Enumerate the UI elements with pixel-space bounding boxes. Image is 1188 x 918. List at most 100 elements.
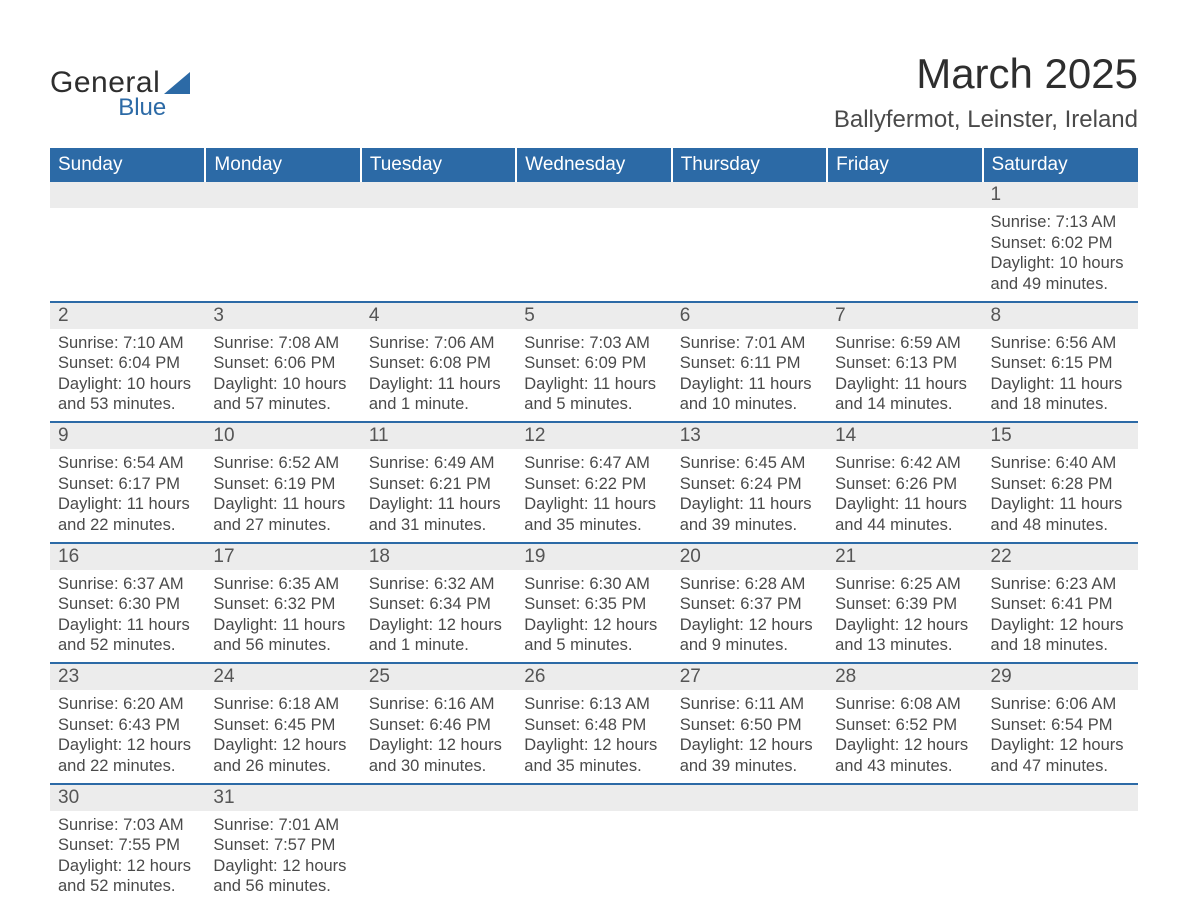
brand-text: General Blue xyxy=(50,68,160,120)
day-daylight-line2: and 18 minutes. xyxy=(991,394,1130,415)
day-number: 18 xyxy=(361,543,516,570)
day-daylight-line1: Daylight: 12 hours xyxy=(835,735,974,756)
day-details: Sunrise: 6:42 AMSunset: 6:26 PMDaylight:… xyxy=(827,449,982,543)
calendar-header: Sunday Monday Tuesday Wednesday Thursday… xyxy=(50,148,1138,182)
day-sunset: Sunset: 6:04 PM xyxy=(58,353,197,374)
day-sunrise: Sunrise: 6:35 AM xyxy=(213,574,352,595)
day-sunrise: Sunrise: 7:06 AM xyxy=(369,333,508,354)
day-sunset: Sunset: 6:17 PM xyxy=(58,474,197,495)
day-number xyxy=(516,182,671,208)
day-daylight-line2: and 35 minutes. xyxy=(524,756,663,777)
day-sunrise: Sunrise: 6:08 AM xyxy=(835,694,974,715)
day-daylight-line2: and 49 minutes. xyxy=(991,274,1130,295)
day-daylight-line1: Daylight: 11 hours xyxy=(835,374,974,395)
day-daylight-line2: and 57 minutes. xyxy=(213,394,352,415)
day-details: Sunrise: 6:30 AMSunset: 6:35 PMDaylight:… xyxy=(516,570,671,664)
day-details: Sunrise: 6:16 AMSunset: 6:46 PMDaylight:… xyxy=(361,690,516,784)
day-daylight-line1: Daylight: 12 hours xyxy=(369,615,508,636)
day-daylight-line2: and 39 minutes. xyxy=(680,515,819,536)
day-details: Sunrise: 6:52 AMSunset: 6:19 PMDaylight:… xyxy=(205,449,360,543)
day-sunset: Sunset: 6:06 PM xyxy=(213,353,352,374)
day-sunrise: Sunrise: 6:28 AM xyxy=(680,574,819,595)
day-number: 21 xyxy=(827,543,982,570)
day-sunrise: Sunrise: 6:25 AM xyxy=(835,574,974,595)
day-sunset: Sunset: 6:54 PM xyxy=(991,715,1130,736)
dayheader-sun: Sunday xyxy=(50,148,205,182)
day-sunset: Sunset: 6:34 PM xyxy=(369,594,508,615)
day-details xyxy=(516,811,671,904)
day-sunrise: Sunrise: 7:03 AM xyxy=(58,815,197,836)
day-details xyxy=(516,208,671,302)
week-daynum-row: 1 xyxy=(50,182,1138,208)
brand-word-2: Blue xyxy=(118,96,166,120)
day-details: Sunrise: 6:54 AMSunset: 6:17 PMDaylight:… xyxy=(50,449,205,543)
week-daynum-row: 3031 xyxy=(50,784,1138,811)
day-details: Sunrise: 6:25 AMSunset: 6:39 PMDaylight:… xyxy=(827,570,982,664)
day-daylight-line1: Daylight: 12 hours xyxy=(213,735,352,756)
day-daylight-line2: and 5 minutes. xyxy=(524,635,663,656)
day-sunrise: Sunrise: 6:32 AM xyxy=(369,574,508,595)
day-sunrise: Sunrise: 6:40 AM xyxy=(991,453,1130,474)
day-details: Sunrise: 7:13 AMSunset: 6:02 PMDaylight:… xyxy=(983,208,1138,302)
day-sunrise: Sunrise: 6:59 AM xyxy=(835,333,974,354)
day-daylight-line1: Daylight: 10 hours xyxy=(58,374,197,395)
day-daylight-line2: and 5 minutes. xyxy=(524,394,663,415)
day-details: Sunrise: 6:45 AMSunset: 6:24 PMDaylight:… xyxy=(672,449,827,543)
day-daylight-line2: and 35 minutes. xyxy=(524,515,663,536)
day-sunset: Sunset: 6:02 PM xyxy=(991,233,1130,254)
day-sunrise: Sunrise: 7:03 AM xyxy=(524,333,663,354)
day-number: 16 xyxy=(50,543,205,570)
day-details xyxy=(827,811,982,904)
day-sunset: Sunset: 6:32 PM xyxy=(213,594,352,615)
day-daylight-line1: Daylight: 12 hours xyxy=(58,735,197,756)
day-details xyxy=(205,208,360,302)
day-details: Sunrise: 7:06 AMSunset: 6:08 PMDaylight:… xyxy=(361,329,516,423)
day-daylight-line1: Daylight: 11 hours xyxy=(369,494,508,515)
day-number xyxy=(361,182,516,208)
day-daylight-line2: and 52 minutes. xyxy=(58,635,197,656)
day-details xyxy=(672,811,827,904)
day-details: Sunrise: 6:28 AMSunset: 6:37 PMDaylight:… xyxy=(672,570,827,664)
day-details: Sunrise: 6:35 AMSunset: 6:32 PMDaylight:… xyxy=(205,570,360,664)
day-details: Sunrise: 6:49 AMSunset: 6:21 PMDaylight:… xyxy=(361,449,516,543)
day-daylight-line1: Daylight: 10 hours xyxy=(991,253,1130,274)
day-sunset: Sunset: 6:24 PM xyxy=(680,474,819,495)
day-daylight-line1: Daylight: 11 hours xyxy=(680,494,819,515)
day-sunrise: Sunrise: 6:52 AM xyxy=(213,453,352,474)
dayheader-wed: Wednesday xyxy=(516,148,671,182)
dayheader-sat: Saturday xyxy=(983,148,1138,182)
day-number: 9 xyxy=(50,422,205,449)
day-number xyxy=(827,784,982,811)
calendar-body: 1Sunrise: 7:13 AMSunset: 6:02 PMDaylight… xyxy=(50,182,1138,903)
dayheader-mon: Monday xyxy=(205,148,360,182)
day-sunset: Sunset: 6:50 PM xyxy=(680,715,819,736)
day-sunset: Sunset: 6:09 PM xyxy=(524,353,663,374)
day-sunset: Sunset: 6:15 PM xyxy=(991,353,1130,374)
day-daylight-line2: and 26 minutes. xyxy=(213,756,352,777)
day-sunrise: Sunrise: 6:37 AM xyxy=(58,574,197,595)
week-daynum-row: 2345678 xyxy=(50,302,1138,329)
day-daylight-line1: Daylight: 12 hours xyxy=(524,615,663,636)
day-number xyxy=(672,784,827,811)
day-details xyxy=(50,208,205,302)
day-daylight-line1: Daylight: 12 hours xyxy=(680,615,819,636)
day-sunset: Sunset: 6:22 PM xyxy=(524,474,663,495)
week-details-row: Sunrise: 6:37 AMSunset: 6:30 PM Daylight:… xyxy=(50,570,1138,664)
day-daylight-line1: Daylight: 11 hours xyxy=(524,374,663,395)
day-daylight-line1: Daylight: 12 hours xyxy=(680,735,819,756)
location-subtitle: Ballyfermot, Leinster, Ireland xyxy=(834,106,1138,134)
day-daylight-line1: Daylight: 11 hours xyxy=(991,374,1130,395)
day-sunrise: Sunrise: 6:11 AM xyxy=(680,694,819,715)
day-daylight-line2: and 52 minutes. xyxy=(58,876,197,897)
day-sunset: Sunset: 6:30 PM xyxy=(58,594,197,615)
day-details: Sunrise: 7:01 AMSunset: 6:11 PMDaylight:… xyxy=(672,329,827,423)
day-daylight-line2: and 31 minutes. xyxy=(369,515,508,536)
day-sunset: Sunset: 7:57 PM xyxy=(213,835,352,856)
day-daylight-line2: and 1 minute. xyxy=(369,394,508,415)
day-sunset: Sunset: 6:46 PM xyxy=(369,715,508,736)
day-sunrise: Sunrise: 6:49 AM xyxy=(369,453,508,474)
week-details-row: Sunrise: 6:54 AMSunset: 6:17 PMDaylight:… xyxy=(50,449,1138,543)
day-daylight-line2: and 1 minute. xyxy=(369,635,508,656)
day-details: Sunrise: 6:37 AMSunset: 6:30 PMDaylight:… xyxy=(50,570,205,664)
day-sunrise: Sunrise: 6:16 AM xyxy=(369,694,508,715)
